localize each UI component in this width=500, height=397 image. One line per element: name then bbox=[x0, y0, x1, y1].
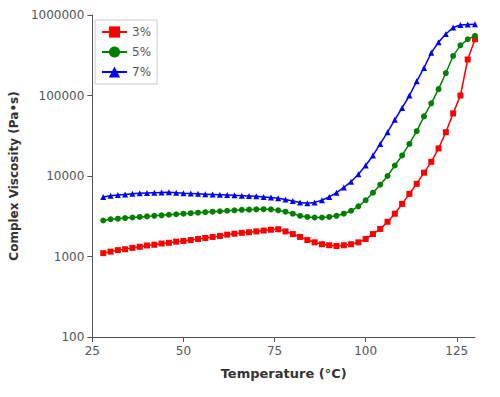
svg-text:Complex Viscosity (Pa•s): Complex Viscosity (Pa•s) bbox=[7, 91, 21, 260]
svg-text:10000: 10000 bbox=[46, 169, 84, 183]
svg-text:100: 100 bbox=[354, 344, 377, 358]
svg-text:1000: 1000 bbox=[54, 250, 85, 264]
svg-text:75: 75 bbox=[267, 344, 282, 358]
svg-text:25: 25 bbox=[85, 344, 100, 358]
svg-text:50: 50 bbox=[176, 344, 191, 358]
svg-text:125: 125 bbox=[445, 344, 468, 358]
svg-text:Temperature (°C): Temperature (°C) bbox=[221, 366, 347, 381]
svg-text:100: 100 bbox=[61, 330, 84, 344]
svg-text:1000000: 1000000 bbox=[31, 8, 84, 22]
svg-text:7%: 7% bbox=[132, 65, 151, 79]
svg-text:5%: 5% bbox=[132, 45, 151, 59]
svg-text:3%: 3% bbox=[132, 25, 151, 39]
svg-text:100000: 100000 bbox=[39, 89, 85, 103]
